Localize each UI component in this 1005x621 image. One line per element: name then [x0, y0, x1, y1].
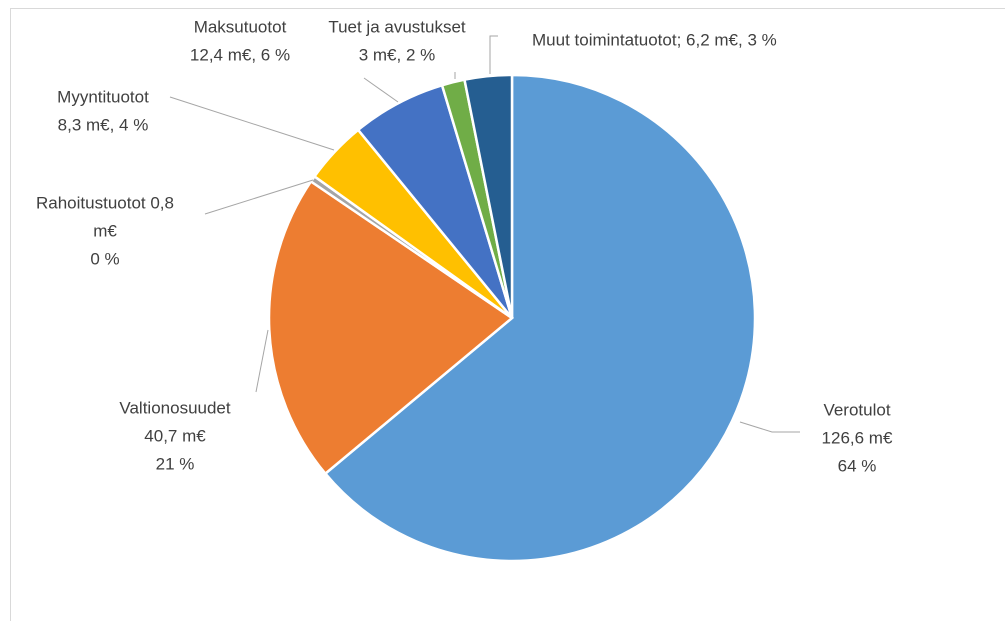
leader-line [255, 329, 269, 393]
data-label: 40,7 m€ [144, 426, 206, 445]
data-label: 8,3 m€, 4 % [58, 115, 149, 134]
data-label: Myyntituotot [57, 87, 149, 106]
pie-slice [463, 73, 514, 319]
data-label: Verotulot [823, 400, 890, 419]
pie-slice [267, 179, 515, 476]
data-label: 0 % [90, 249, 119, 268]
data-label: Rahoitustuotot 0,8 [36, 193, 174, 212]
data-label: Muut toimintatuotot; 6,2 m€, 3 % [532, 30, 777, 49]
data-label: Valtionosuudet [119, 398, 230, 417]
data-label: 21 % [156, 454, 195, 473]
data-label: 126,6 m€ [822, 428, 893, 447]
data-label: Maksutuotot [194, 17, 287, 36]
leader-line [169, 96, 335, 151]
leader-line [489, 35, 498, 74]
data-label: 3 m€, 2 % [359, 45, 436, 64]
data-label: Tuet ja avustukset [328, 17, 466, 36]
pie-slice [323, 73, 757, 563]
data-label: m€ [93, 221, 117, 240]
leader-line [204, 179, 314, 215]
data-label: 12,4 m€, 6 % [190, 45, 290, 64]
leader-line [363, 77, 399, 103]
data-label: 64 % [838, 456, 877, 475]
leader-line [739, 421, 800, 433]
